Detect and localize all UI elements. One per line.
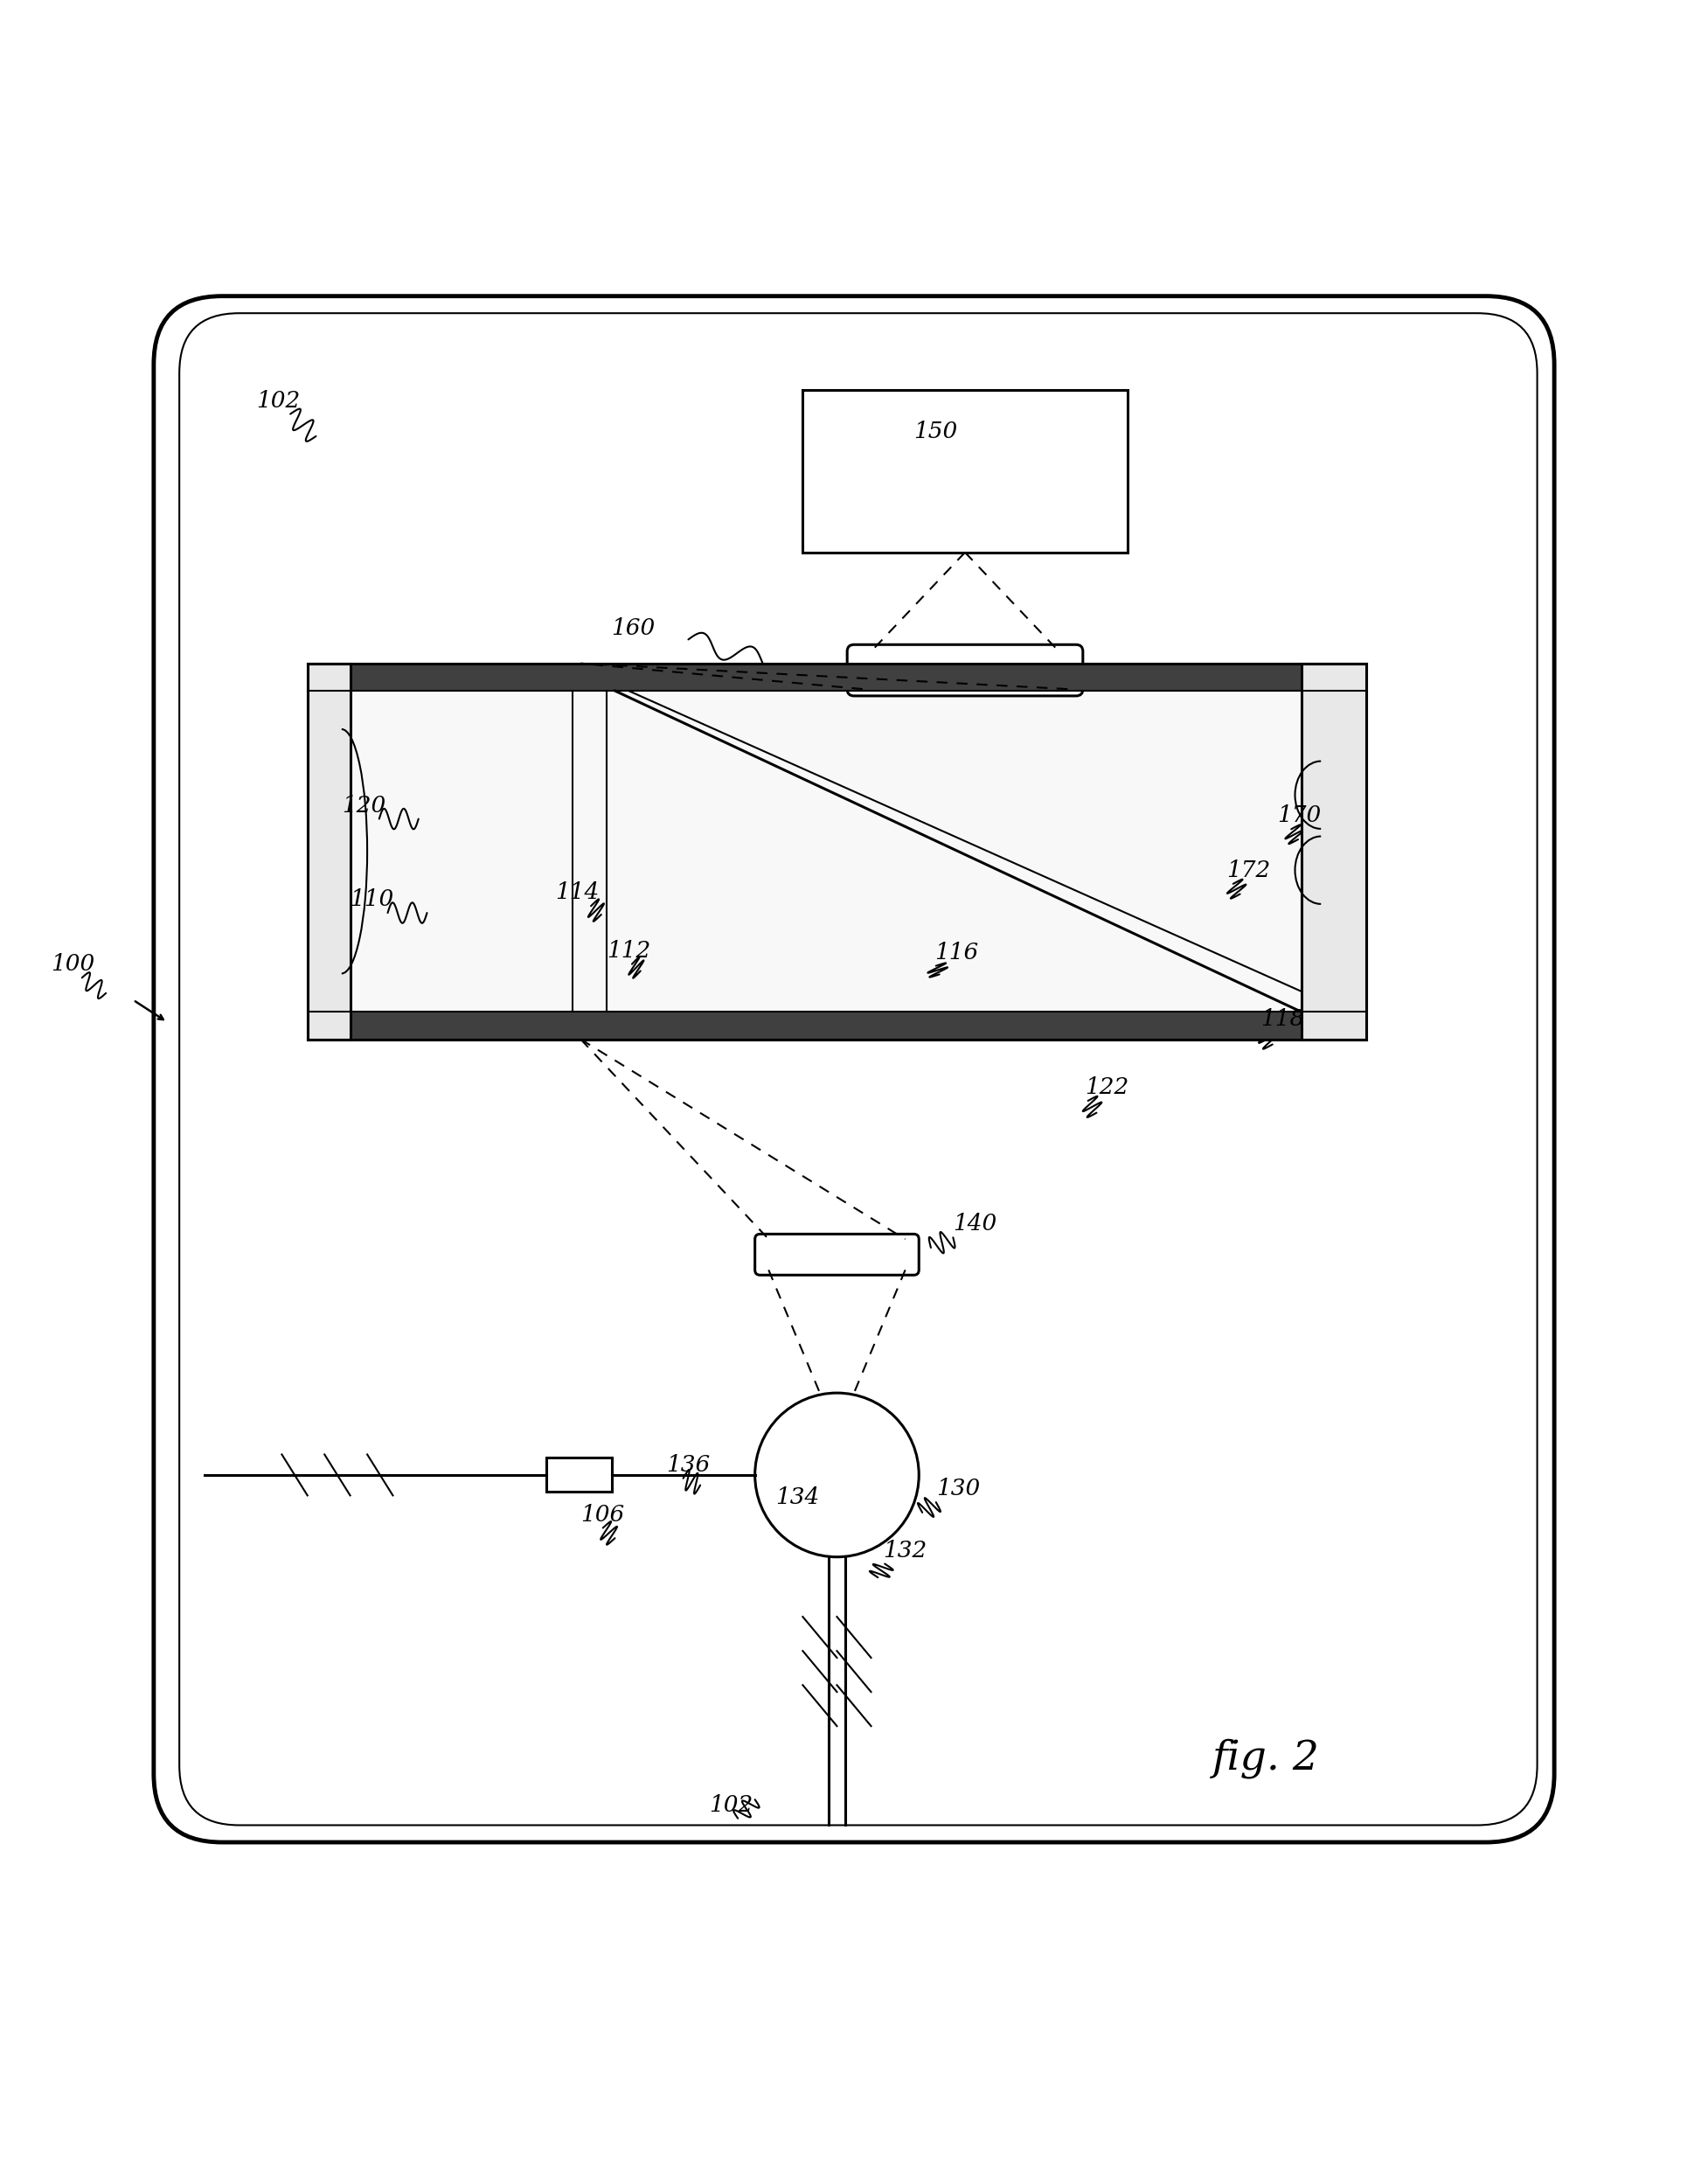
Text: 106: 106 xyxy=(581,1504,625,1526)
Bar xyxy=(307,1013,1366,1039)
Text: 102: 102 xyxy=(709,1794,753,1816)
Text: fig. 2: fig. 2 xyxy=(1213,1738,1320,1779)
Text: 120: 120 xyxy=(342,794,386,816)
Bar xyxy=(307,664,1366,690)
Text: 160: 160 xyxy=(611,617,656,638)
Text: 118: 118 xyxy=(1261,1008,1305,1030)
Text: 116: 116 xyxy=(934,941,979,963)
FancyBboxPatch shape xyxy=(755,1233,919,1275)
Bar xyxy=(307,664,350,1039)
Text: 130: 130 xyxy=(936,1478,980,1500)
Text: 172: 172 xyxy=(1226,859,1271,881)
Bar xyxy=(547,1459,611,1491)
Text: 114: 114 xyxy=(555,881,600,905)
Text: 150: 150 xyxy=(914,420,958,441)
Text: 112: 112 xyxy=(606,939,651,961)
Bar xyxy=(1301,664,1366,1039)
Text: 102: 102 xyxy=(256,390,301,411)
Text: 132: 132 xyxy=(883,1539,927,1560)
Text: 110: 110 xyxy=(350,889,395,911)
Text: 140: 140 xyxy=(953,1214,997,1236)
Text: 170: 170 xyxy=(1278,805,1322,827)
FancyBboxPatch shape xyxy=(847,645,1083,697)
Text: 122: 122 xyxy=(1085,1076,1129,1099)
Circle shape xyxy=(755,1394,919,1556)
FancyBboxPatch shape xyxy=(154,296,1554,1842)
Text: 134: 134 xyxy=(775,1487,820,1508)
Text: 136: 136 xyxy=(666,1454,711,1476)
Bar xyxy=(307,664,1366,1039)
Bar xyxy=(803,390,1127,552)
Text: 100: 100 xyxy=(51,954,96,976)
